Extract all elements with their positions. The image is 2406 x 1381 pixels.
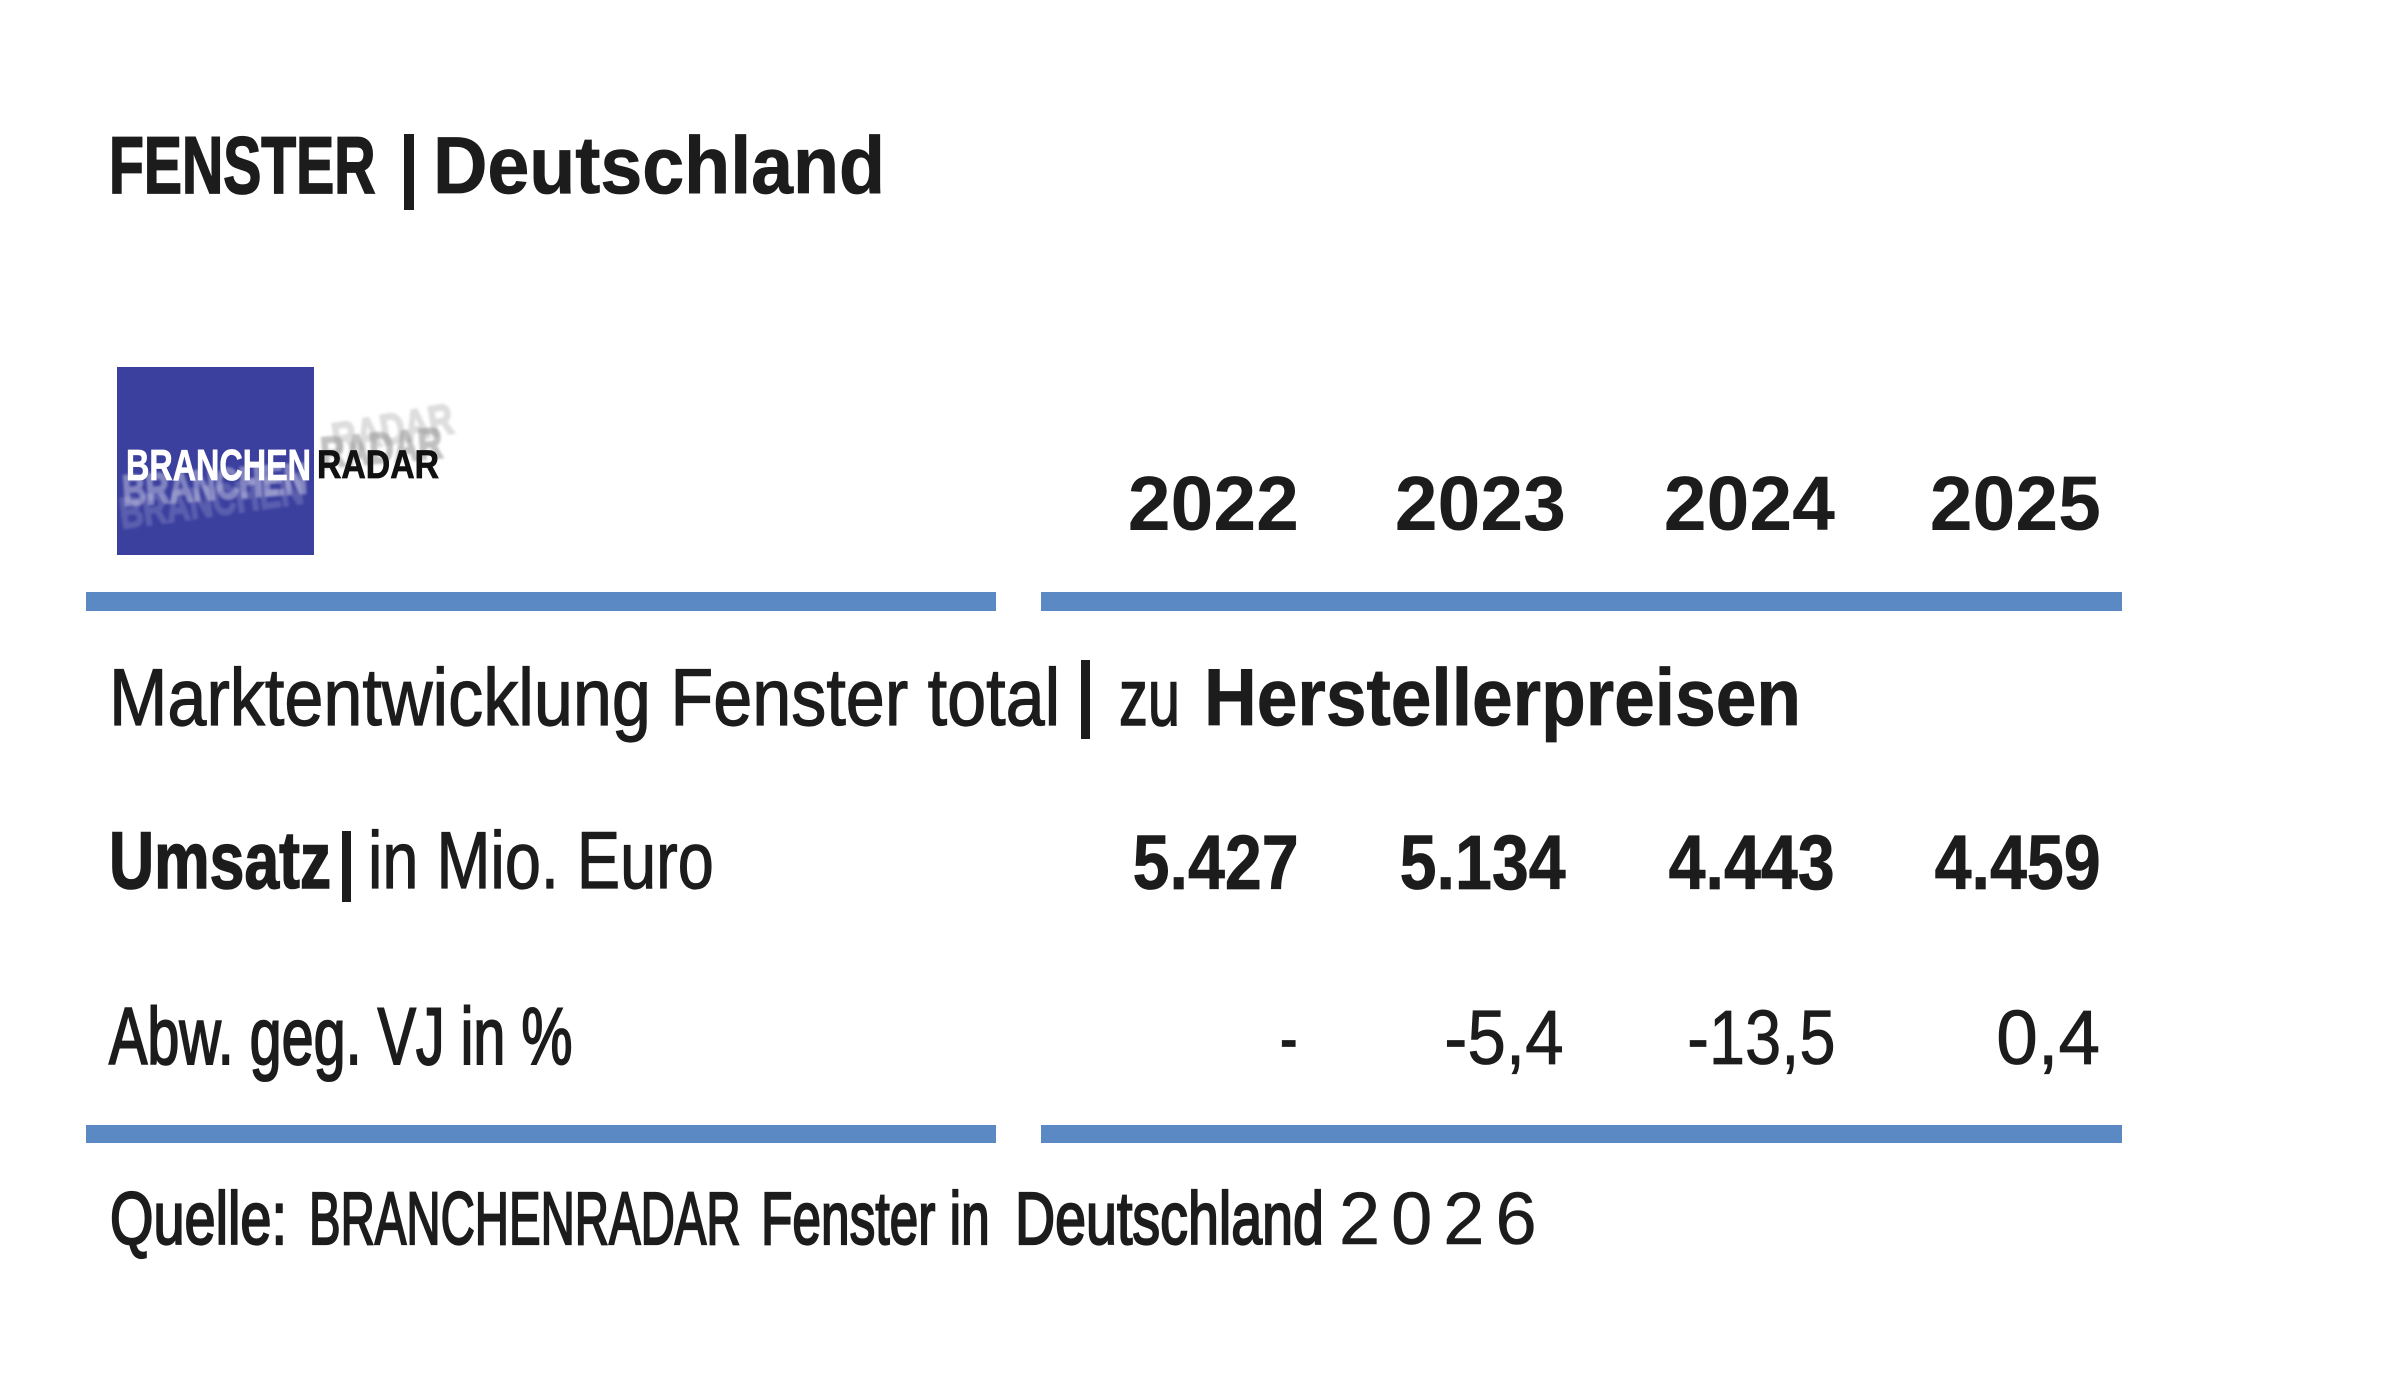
svg-text:RADAR: RADAR xyxy=(319,419,445,478)
svg-text:RADAR: RADAR xyxy=(317,443,439,487)
svg-text:BRANCHEN: BRANCHEN xyxy=(126,441,311,490)
